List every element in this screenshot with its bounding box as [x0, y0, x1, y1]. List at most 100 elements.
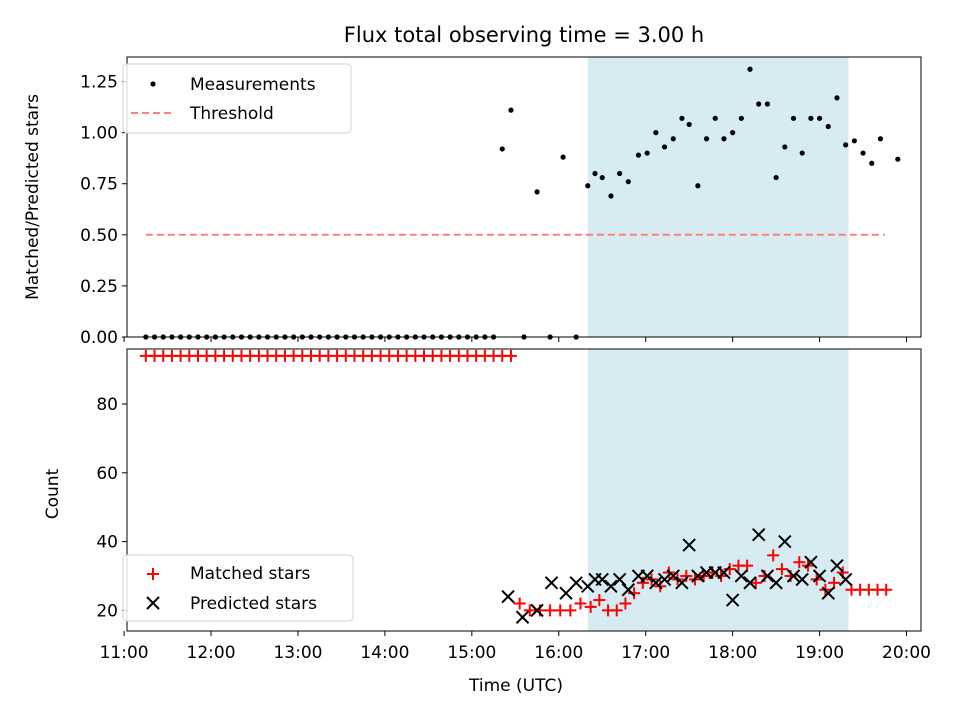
y-tick-label: 80	[96, 395, 118, 415]
marker-d2	[530, 603, 544, 618]
predicted-star-marker	[666, 569, 680, 583]
predicted-star-marker	[830, 558, 844, 573]
predicted-star-marker	[778, 534, 792, 549]
measurement-point	[782, 144, 788, 150]
y-tick-label: 40	[96, 533, 118, 553]
measurement-point	[851, 138, 857, 144]
marker-d2	[769, 576, 783, 590]
predicted-star-marker	[649, 576, 663, 590]
legend-matched-marker	[147, 568, 159, 580]
x-axis-label: Time (UTC)	[468, 676, 563, 696]
x-tick-label: 16:00	[534, 643, 583, 663]
measurement-point	[860, 150, 866, 156]
bottom-observing-shade	[587, 349, 849, 631]
measurement-point	[661, 144, 668, 150]
measurement-point	[592, 170, 598, 177]
matched-star-marker	[593, 594, 606, 607]
matched-star-marker	[513, 597, 526, 610]
measurement-point	[712, 115, 718, 121]
x-tick-label: 14:00	[360, 643, 409, 663]
bottom-axes-frame	[126, 348, 922, 632]
predicted-star-marker	[621, 583, 636, 597]
bottom-legend-box	[122, 554, 354, 622]
top-y-axis: 0.00 0.25 0.50 0.75 1.00 1.25	[80, 73, 127, 348]
predicted-star-marker	[691, 569, 705, 583]
top-observing-shade	[587, 57, 849, 337]
marker-d2	[595, 572, 609, 587]
marker-d2	[725, 593, 740, 607]
predicted-star-marker	[675, 576, 689, 590]
marker-d2	[515, 610, 530, 624]
marker-d2	[804, 555, 818, 569]
y-tick-label: 1.00	[80, 124, 118, 144]
matched-star-marker	[680, 569, 693, 582]
measurement-point	[721, 136, 727, 142]
marker-d2	[621, 583, 636, 597]
predicted-star-marker	[515, 610, 530, 624]
predicted-star-marker	[821, 586, 835, 600]
matched-star-marker	[564, 604, 577, 617]
top-y-axis-label: Matched/Predicted stars	[23, 94, 43, 300]
measurement-point	[895, 156, 901, 162]
x-tick-label: 11:00	[100, 643, 149, 663]
marker-d2	[812, 569, 827, 583]
predicted-star-marker	[752, 528, 766, 542]
marker-d2	[569, 576, 583, 590]
predicted-star-marker	[743, 576, 757, 590]
matched-star-marker	[880, 583, 893, 596]
marker-d2	[786, 569, 801, 583]
measurement-point	[834, 95, 840, 101]
predicted-star-marker	[612, 572, 627, 587]
matched-star-marker	[584, 600, 597, 613]
measurement-point	[599, 174, 605, 181]
x-tick-label: 19:00	[795, 643, 844, 663]
matched-star-marker	[554, 604, 567, 617]
predicted-star-marker	[725, 593, 740, 607]
measurement-point	[764, 101, 771, 107]
x-tick-label: 13:00	[273, 643, 322, 663]
marker-d2	[544, 576, 559, 590]
matched-star-marker	[767, 549, 780, 562]
matched-star-marker	[544, 604, 557, 617]
predicted-star-marker	[717, 565, 731, 580]
marker-d2	[691, 569, 705, 583]
predicted-star-marker	[812, 569, 827, 583]
top-legend-box	[122, 63, 352, 134]
measurement-point	[679, 115, 685, 121]
measurement-point	[625, 179, 631, 185]
predicted-star-marker	[760, 569, 775, 583]
measurement-point	[790, 115, 797, 121]
chart-title: Flux total observing time = 3.00 h	[344, 23, 704, 47]
bottom-y-axis-label: Count	[43, 468, 63, 519]
measurement-point	[653, 130, 659, 136]
y-tick-label: 0.00	[80, 328, 118, 348]
matched-star-marker	[775, 563, 788, 576]
x-tick-label: 18:00	[708, 643, 757, 663]
measurement-point	[825, 123, 831, 130]
matched-star-marker	[619, 597, 632, 610]
predicted-star-marker	[804, 555, 818, 569]
x-tick-label: 17:00	[621, 643, 670, 663]
top-axes-frame	[126, 56, 922, 338]
predicted-star-marker	[734, 569, 749, 583]
predicted-star-marker	[640, 569, 654, 583]
measurement-point	[508, 107, 514, 113]
legend-predicted-label: Predicted stars	[190, 594, 317, 614]
y-tick-label: 0.25	[80, 277, 118, 297]
measurement-point	[617, 170, 623, 177]
measurement-point	[560, 154, 566, 160]
predicted-star-marker	[559, 586, 573, 600]
marker-d2	[795, 572, 809, 587]
legend-matched-label: Matched stars	[190, 564, 310, 584]
measurement-point	[695, 183, 701, 189]
matched-star-marker	[523, 604, 536, 617]
measurement-point	[499, 146, 505, 152]
matched-star-marker	[610, 604, 623, 617]
measurement-point	[799, 150, 805, 156]
measurement-point	[703, 136, 710, 142]
measurement-point	[843, 142, 849, 148]
y-tick-label: 60	[96, 464, 118, 484]
marker-d2	[752, 528, 766, 542]
